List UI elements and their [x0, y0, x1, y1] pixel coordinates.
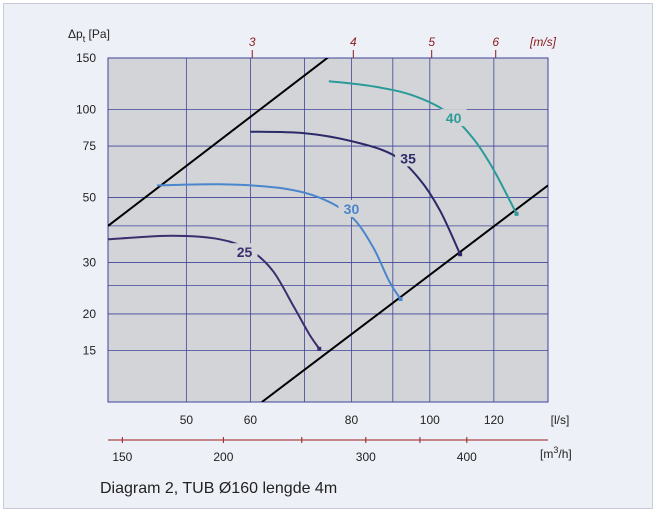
x-tick-label: 100 — [420, 413, 440, 427]
chart-caption: Diagram 2, TUB Ø160 lengde 4m — [100, 480, 338, 497]
fan-curve-35 — [250, 130, 462, 255]
velocity-tick-label: 3 — [249, 35, 256, 49]
m3h-axis-label: [m3/h] — [540, 445, 572, 461]
y-tick-label: 15 — [83, 343, 97, 357]
fan-curve-label-bg-30 — [338, 199, 365, 217]
fan-curve-end-marker-35 — [458, 252, 463, 257]
velocity-tick-label: 6 — [492, 35, 499, 49]
fan-curve-end-marker-25 — [317, 346, 322, 351]
x-tick-label: 60 — [244, 413, 258, 427]
y-tick-label: 20 — [83, 307, 97, 321]
y-tick-label: 50 — [83, 191, 97, 205]
fan-curve-25 — [108, 234, 321, 350]
fan-curve-label-bg-25 — [231, 243, 258, 261]
velocity-tick-label: 4 — [350, 35, 357, 49]
m3h-tick-label: 300 — [356, 450, 376, 464]
plot-background — [108, 58, 548, 402]
velocity-tick-label: 5 — [428, 35, 435, 49]
fan-curve-label-35: 35 — [400, 150, 416, 166]
y-axis-label: Δpt [Pa] — [68, 27, 110, 44]
fan-curve-label-bg-35 — [395, 149, 422, 167]
fan-curve-end-marker-30 — [398, 296, 403, 301]
x-tick-label: 50 — [180, 413, 194, 427]
y-tick-label: 30 — [83, 255, 97, 269]
y-tick-label: 75 — [83, 139, 97, 153]
fan-curve-label-bg-40 — [440, 109, 467, 127]
velocity-axis-label: [m/s] — [529, 35, 557, 49]
fan-curve-label-40: 40 — [446, 110, 462, 126]
m3h-tick-label: 200 — [213, 450, 233, 464]
m3h-tick-label: 400 — [457, 450, 477, 464]
y-tick-label: 150 — [76, 51, 96, 65]
y-tick-label: 100 — [76, 103, 96, 117]
fan-curve-30 — [157, 183, 402, 300]
fan-curve-end-marker-40 — [514, 211, 519, 216]
system-line-1 — [108, 58, 329, 227]
x-axis-label: [l/s] — [551, 413, 570, 427]
system-line-2 — [261, 184, 548, 402]
x-tick-label: 120 — [484, 413, 504, 427]
m3h-tick-label: 150 — [112, 450, 132, 464]
fan-curve-label-30: 30 — [344, 201, 360, 217]
fan-curve-label-25: 25 — [237, 244, 253, 260]
x-tick-label: 80 — [345, 413, 359, 427]
